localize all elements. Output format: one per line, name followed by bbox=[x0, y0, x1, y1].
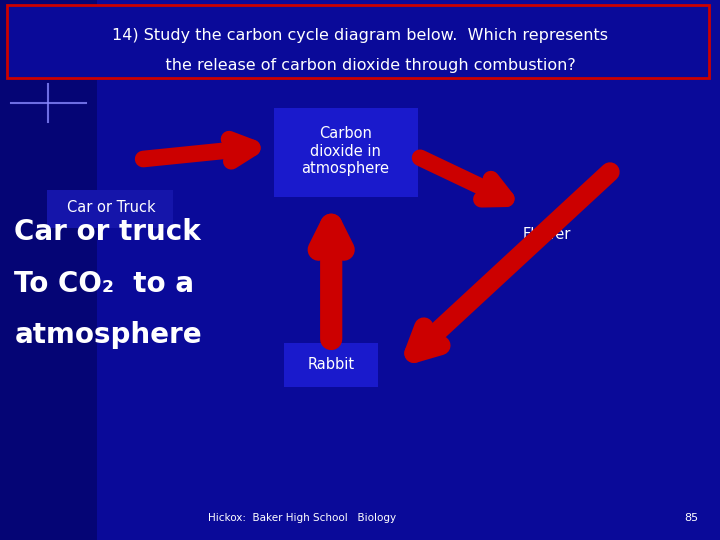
Bar bbox=[47, 190, 173, 228]
Bar bbox=[274, 108, 418, 197]
Text: To CO₂  to a: To CO₂ to a bbox=[14, 269, 194, 298]
Text: Car or truck: Car or truck bbox=[14, 218, 201, 246]
Text: Rabbit: Rabbit bbox=[307, 357, 355, 372]
Bar bbox=[0, 0, 97, 540]
Text: the release of carbon dioxide through combustion?: the release of carbon dioxide through co… bbox=[145, 58, 575, 73]
Bar bbox=[7, 5, 709, 78]
Text: 14) Study the carbon cycle diagram below.  Which represents: 14) Study the carbon cycle diagram below… bbox=[112, 28, 608, 43]
Text: Car or Truck: Car or Truck bbox=[67, 200, 156, 215]
Text: Carbon
dioxide in
atmosphere: Carbon dioxide in atmosphere bbox=[302, 126, 390, 176]
Text: 85: 85 bbox=[684, 514, 698, 523]
Text: atmosphere: atmosphere bbox=[14, 321, 202, 349]
Text: Hickox:  Baker High School   Biology: Hickox: Baker High School Biology bbox=[208, 514, 397, 523]
Bar bbox=[284, 343, 378, 387]
Text: Flower: Flower bbox=[523, 227, 572, 242]
